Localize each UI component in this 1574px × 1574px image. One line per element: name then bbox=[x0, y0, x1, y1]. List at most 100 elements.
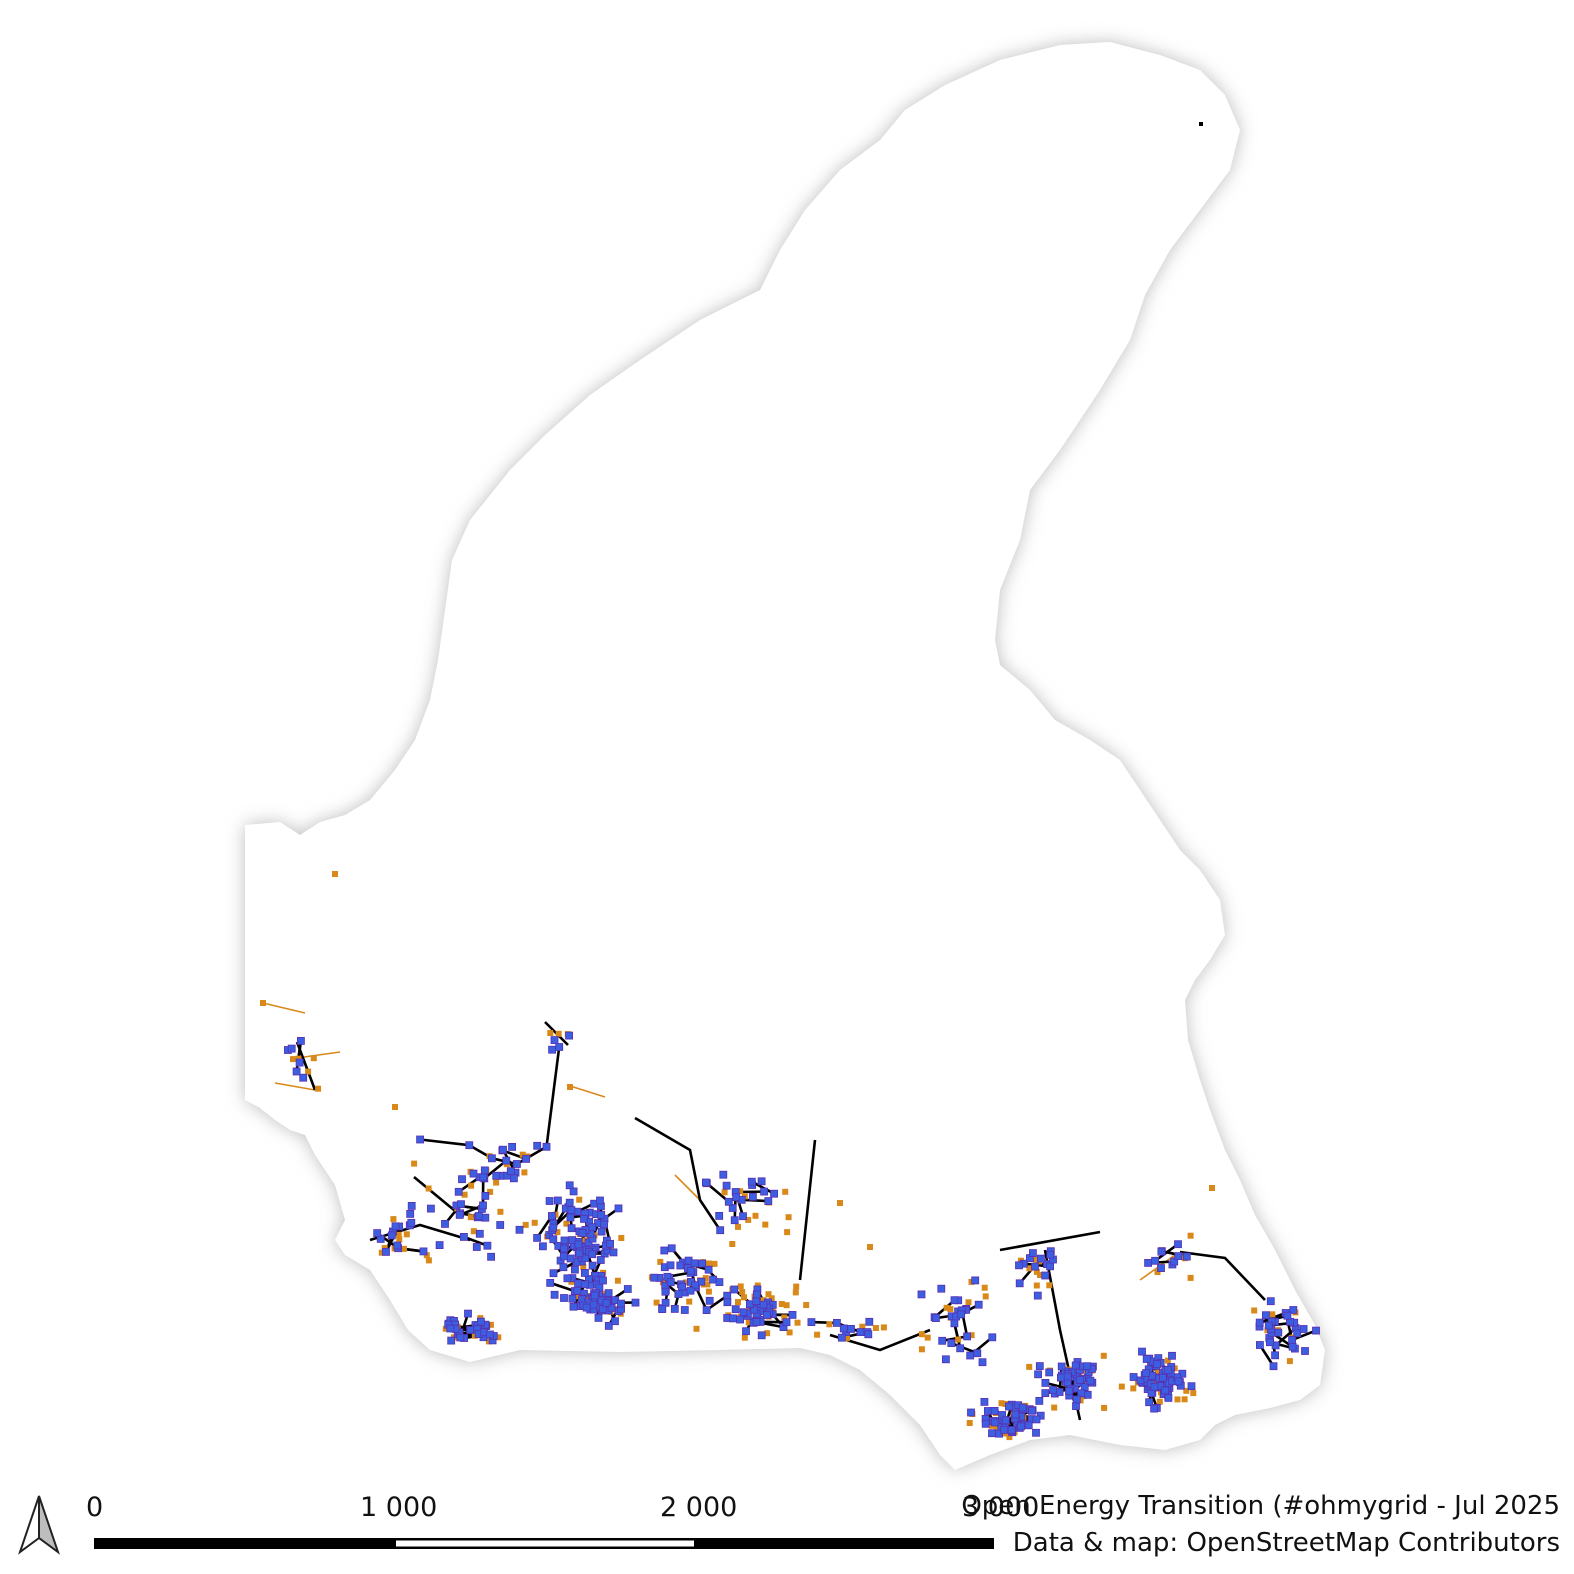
substation-marker bbox=[573, 1286, 582, 1295]
power-plant-marker bbox=[814, 1331, 821, 1338]
substation-marker bbox=[588, 1223, 597, 1232]
distribution-line bbox=[674, 1174, 701, 1201]
power-plant-marker bbox=[1269, 1311, 1276, 1318]
substation-marker bbox=[472, 1243, 481, 1251]
substation-marker bbox=[932, 1314, 940, 1322]
substation-marker bbox=[1033, 1291, 1042, 1300]
substation-marker bbox=[917, 1290, 926, 1299]
substation-marker bbox=[596, 1256, 605, 1264]
substation-marker bbox=[459, 1233, 468, 1241]
substation-marker bbox=[676, 1261, 685, 1270]
substation-marker bbox=[571, 1265, 579, 1274]
substation-marker bbox=[807, 1318, 816, 1326]
substation-marker bbox=[973, 1349, 982, 1358]
substation-marker bbox=[509, 1174, 518, 1183]
power-plant-marker bbox=[686, 1298, 693, 1305]
power-plant-marker bbox=[467, 1214, 474, 1221]
substation-marker bbox=[1274, 1328, 1283, 1337]
substation-marker bbox=[1000, 1426, 1009, 1434]
power-plant-marker bbox=[782, 1188, 789, 1195]
substation-marker bbox=[658, 1305, 667, 1313]
power-plant-marker bbox=[260, 1000, 266, 1006]
power-plant-marker bbox=[657, 1258, 664, 1265]
power-plant-marker bbox=[1101, 1404, 1108, 1411]
substation-marker bbox=[569, 1302, 578, 1311]
substation-marker bbox=[1011, 1410, 1020, 1419]
substation-marker bbox=[567, 1224, 576, 1233]
substation-marker bbox=[660, 1246, 669, 1255]
substation-marker bbox=[1161, 1386, 1170, 1395]
credit-line-2: Data & map: OpenStreetMap Contributors bbox=[1012, 1528, 1560, 1558]
substation-marker bbox=[554, 1196, 562, 1205]
power-plant-marker bbox=[859, 1323, 866, 1330]
substation-marker bbox=[1072, 1402, 1080, 1410]
substation-marker bbox=[373, 1229, 382, 1237]
power-plant-marker bbox=[1006, 1434, 1013, 1441]
power-plant-marker bbox=[918, 1331, 925, 1338]
power-plant-marker bbox=[1033, 1256, 1040, 1263]
substation-marker bbox=[1076, 1376, 1084, 1384]
power-plant-marker bbox=[918, 1346, 925, 1353]
power-plant-marker bbox=[745, 1216, 752, 1223]
substation-marker bbox=[1157, 1264, 1165, 1272]
substation-marker bbox=[406, 1210, 415, 1218]
substation-marker bbox=[757, 1177, 766, 1186]
substation-marker bbox=[981, 1419, 990, 1428]
substation-marker bbox=[567, 1206, 576, 1214]
substation-marker bbox=[1035, 1362, 1044, 1370]
power-plant-marker bbox=[396, 1236, 403, 1243]
transmission-line bbox=[516, 1145, 548, 1166]
substation-marker bbox=[588, 1250, 597, 1259]
power-plant-marker bbox=[555, 1030, 562, 1037]
power-plant-marker bbox=[739, 1289, 746, 1296]
substation-marker bbox=[1032, 1428, 1040, 1437]
transmission-line bbox=[295, 1041, 317, 1091]
scale-label-3000: 3 000 bbox=[962, 1492, 1040, 1523]
substation-marker bbox=[728, 1204, 737, 1212]
transmission-line bbox=[941, 1335, 968, 1343]
substation-marker bbox=[565, 1181, 574, 1190]
power-plant-marker bbox=[760, 1297, 767, 1304]
substation-marker bbox=[550, 1036, 559, 1044]
substation-marker bbox=[1153, 1360, 1161, 1369]
power-plant-marker bbox=[468, 1182, 475, 1189]
substation-marker bbox=[1028, 1406, 1036, 1415]
power-plant-marker bbox=[425, 1185, 432, 1192]
power-plant-marker bbox=[735, 1299, 741, 1306]
substation-marker bbox=[566, 1254, 575, 1263]
transmission-line bbox=[634, 1116, 722, 1231]
substation-marker bbox=[549, 1223, 558, 1232]
region-outline bbox=[245, 42, 1325, 1470]
power-plant-marker bbox=[522, 1221, 529, 1228]
power-plant-marker bbox=[998, 1400, 1005, 1407]
substation-marker bbox=[1032, 1415, 1041, 1424]
substation-marker bbox=[1015, 1279, 1024, 1288]
power-plant-marker bbox=[794, 1319, 801, 1326]
substation-marker bbox=[988, 1429, 996, 1438]
substation-marker bbox=[487, 1252, 496, 1261]
substation-marker bbox=[715, 1278, 724, 1286]
substation-marker bbox=[550, 1290, 559, 1299]
substation-marker bbox=[729, 1314, 737, 1323]
power-plant-marker bbox=[803, 1302, 810, 1308]
substation-marker bbox=[1086, 1376, 1095, 1385]
distribution-lines bbox=[262, 1002, 1176, 1281]
power-plant-marker bbox=[762, 1221, 769, 1228]
power-plant-marker bbox=[567, 1084, 573, 1090]
substation-marker bbox=[990, 1407, 999, 1415]
substation-marker bbox=[590, 1291, 599, 1300]
scale-label-1000: 1 000 bbox=[360, 1492, 438, 1523]
substation-marker bbox=[588, 1261, 597, 1270]
power-plant-marker bbox=[315, 1085, 322, 1092]
power-plant-marker bbox=[563, 1220, 570, 1227]
substation-marker bbox=[496, 1221, 505, 1229]
substation-marker bbox=[736, 1315, 744, 1324]
power-plant-marker bbox=[735, 1223, 741, 1230]
power-plant-marker bbox=[705, 1288, 712, 1295]
power-plant-marker bbox=[1187, 1274, 1194, 1281]
substation-marker bbox=[568, 1236, 577, 1244]
substation-marker bbox=[686, 1286, 695, 1295]
substation-marker bbox=[542, 1142, 551, 1151]
substation-marker bbox=[545, 1197, 554, 1205]
substation-marker bbox=[508, 1143, 517, 1151]
